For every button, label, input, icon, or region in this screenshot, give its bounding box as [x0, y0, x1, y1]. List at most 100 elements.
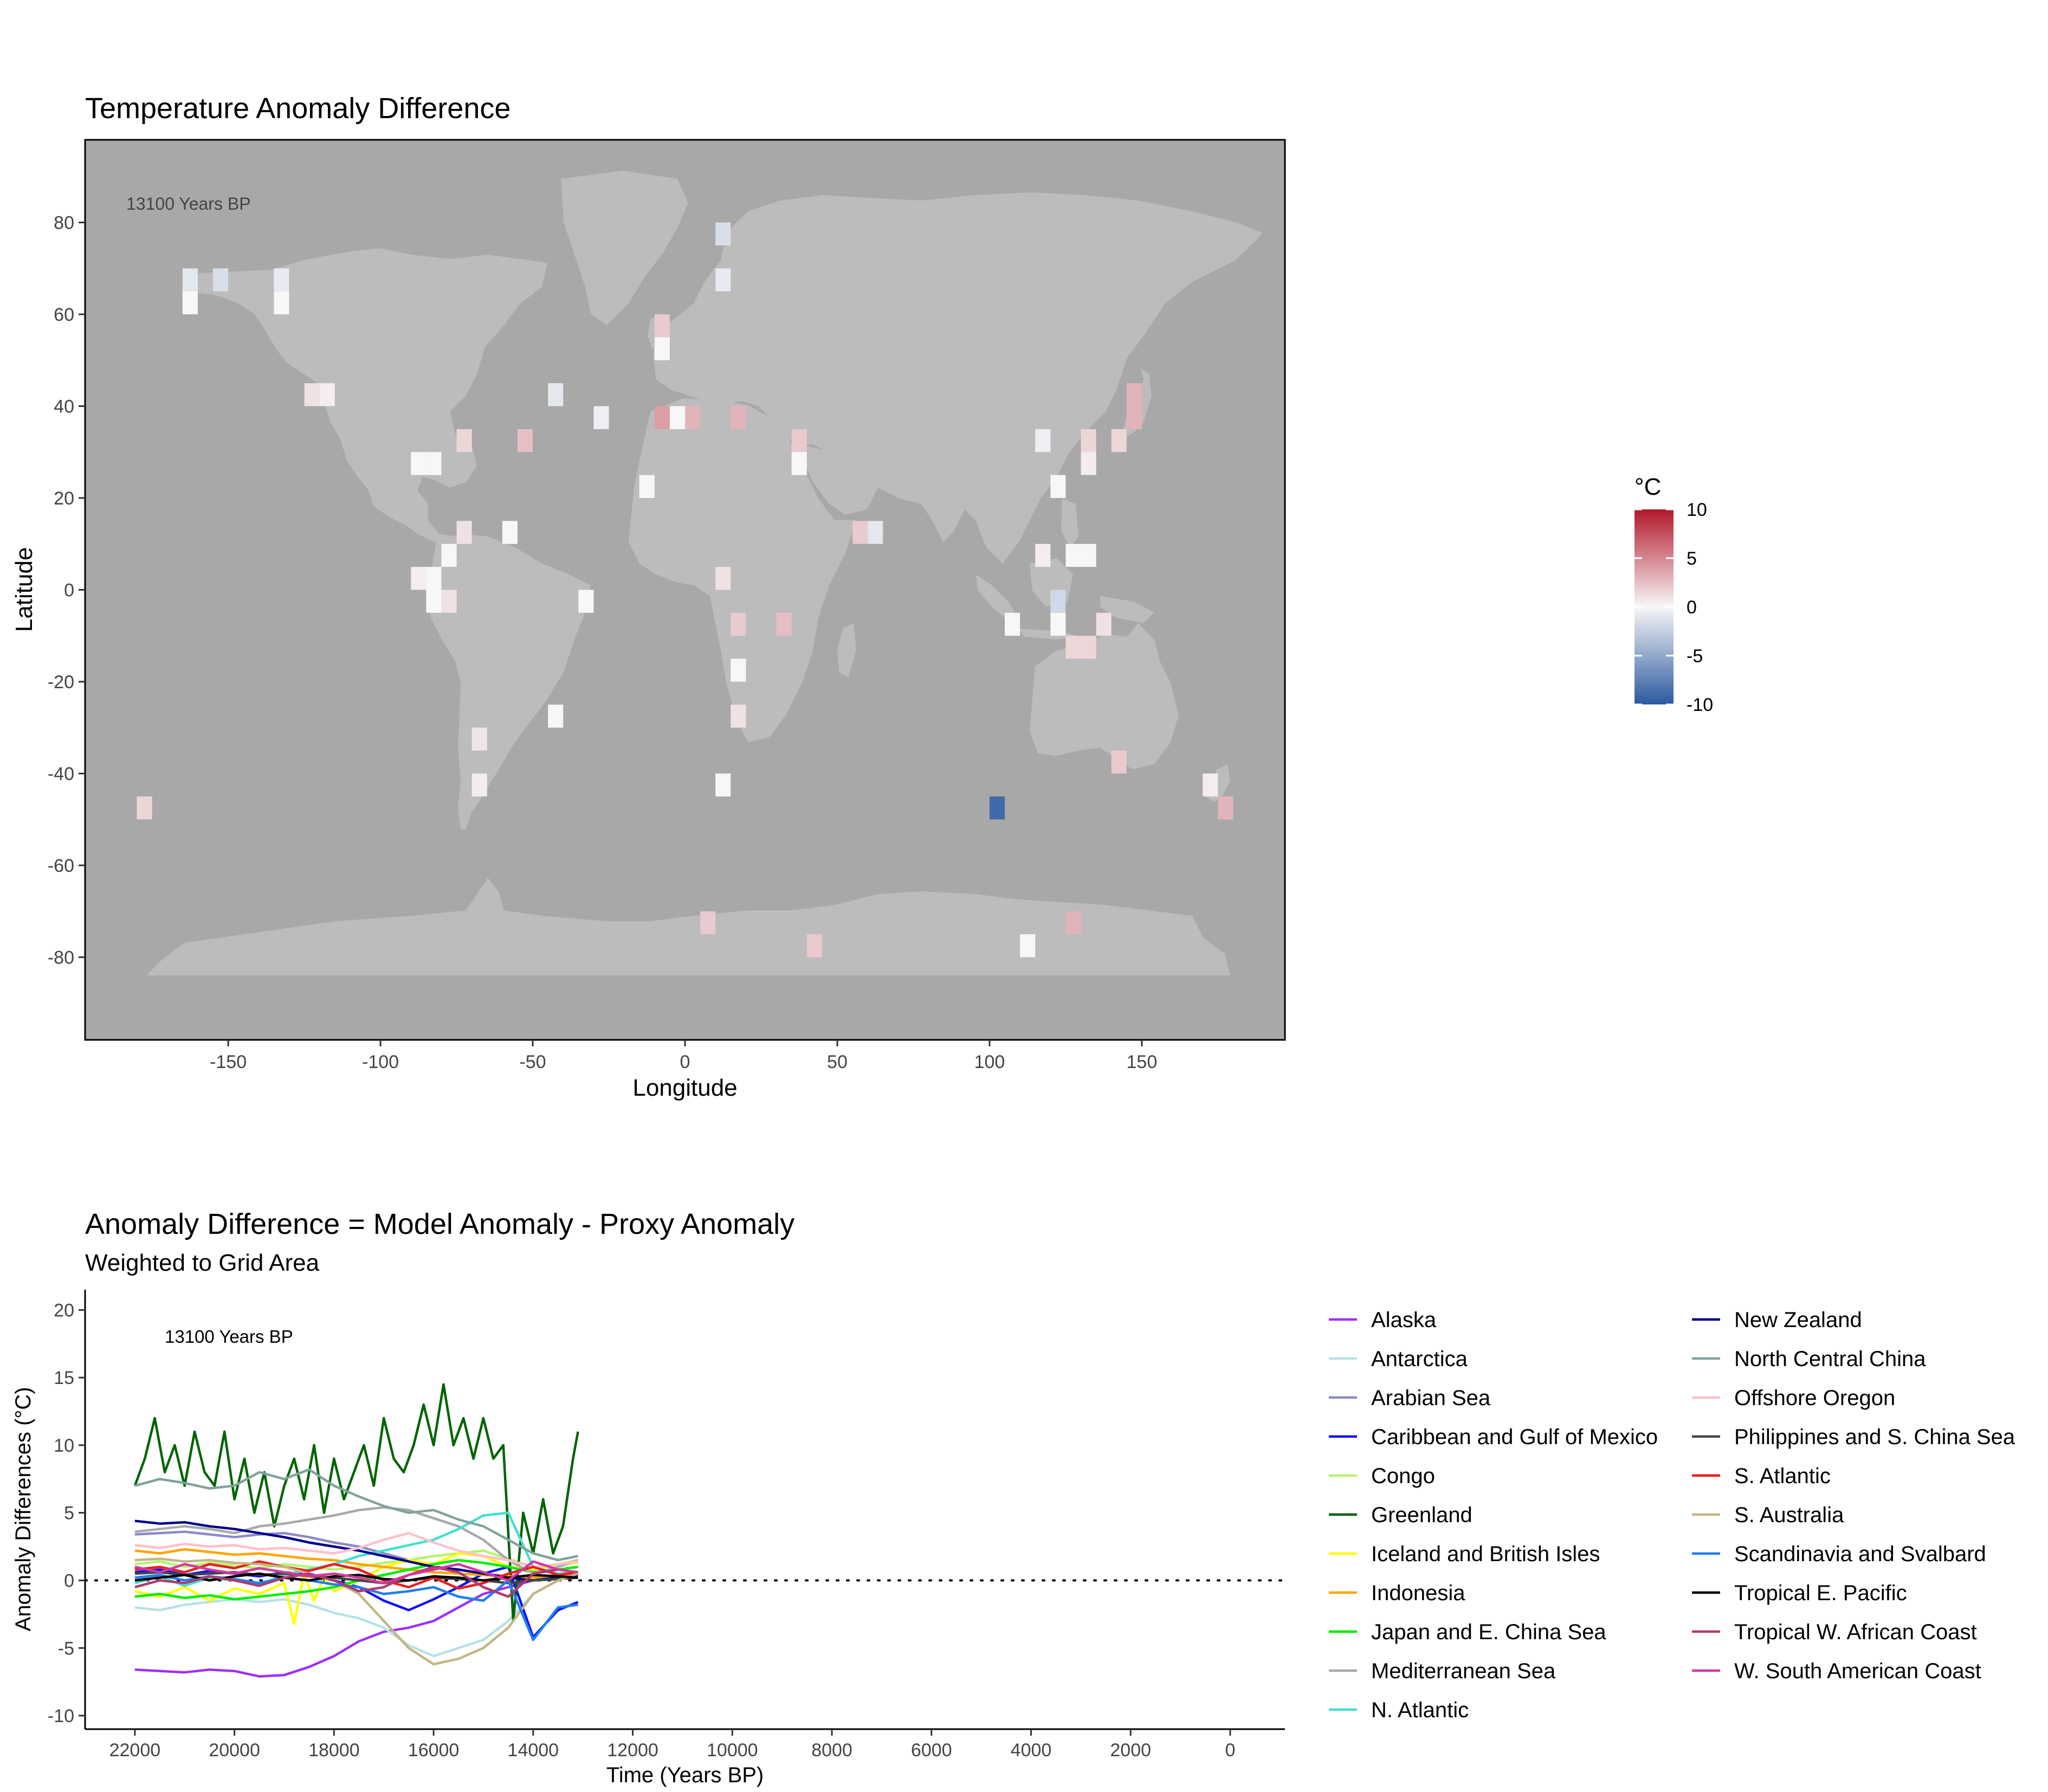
anomaly-cell [731, 612, 746, 636]
colorbar-tick-label: 10 [1687, 500, 1707, 520]
map-x-tick-label: -150 [210, 1052, 247, 1072]
colorbar-tick-label: -5 [1687, 646, 1703, 667]
line-x-tick-label: 20000 [209, 1740, 260, 1761]
map-y-tick-label: 0 [64, 580, 74, 601]
map-y-tick-label: 40 [54, 397, 74, 417]
legend-item: S. Australia [1692, 1503, 1844, 1527]
legend-item: Alaska [1329, 1308, 1437, 1332]
legend-label: Tropical E. Pacific [1734, 1581, 1907, 1605]
anomaly-cell [868, 521, 883, 544]
south-america-shape [428, 534, 591, 829]
map-x-tick-label: -50 [519, 1052, 546, 1072]
anomaly-cell [274, 291, 289, 315]
anomaly-cell [685, 406, 701, 429]
anomaly-cell [1111, 429, 1127, 452]
anomaly-cell [989, 796, 1005, 820]
line-y-tick-label: 5 [64, 1503, 74, 1524]
line-y-label: Anomaly Differences (°C) [11, 1387, 35, 1632]
anomaly-cell [548, 383, 564, 406]
anomaly-cell [1065, 544, 1081, 567]
colorbar-tick-label: 0 [1687, 597, 1697, 618]
anomaly-cell [654, 406, 670, 429]
legend-item: Indonesia [1329, 1581, 1465, 1605]
colorbar-legend: °C 10 5 0 -5 -10 [1634, 474, 1713, 715]
line-y-tick-label: -10 [48, 1706, 74, 1726]
anomaly-cell [1081, 429, 1096, 452]
legend-item: Iceland and British Isles [1329, 1542, 1600, 1566]
eurasia-shape [653, 192, 1263, 564]
legend-item: S. Atlantic [1692, 1464, 1831, 1488]
series-line-tropical-w-african-coast [134, 1565, 578, 1598]
anomaly-cell [1065, 911, 1081, 935]
series-line-antarctica [134, 1572, 579, 1658]
new-guinea-shape [1100, 596, 1154, 623]
legend-label: Antarctica [1371, 1347, 1468, 1371]
line-y-tick-label: -5 [58, 1638, 74, 1659]
legend-label: Congo [1371, 1464, 1435, 1488]
anomaly-cell [441, 544, 457, 567]
line-x-label: Time (Years BP) [606, 1763, 764, 1787]
anomaly-cell [1050, 612, 1066, 636]
legend-item: Japan and E. China Sea [1329, 1620, 1606, 1644]
legend-label: Philippines and S. China Sea [1734, 1425, 2015, 1449]
legend-label: Indonesia [1371, 1581, 1465, 1605]
series-lines [133, 1383, 579, 1678]
philippines-shape [1061, 499, 1078, 547]
anomaly-cell [1050, 590, 1066, 613]
anomaly-cell [1081, 636, 1096, 659]
anomaly-cell [639, 475, 655, 499]
line-x-tick-label: 0 [1225, 1740, 1235, 1761]
legend-item: Offshore Oregon [1692, 1386, 1895, 1410]
map-y-axis: -80 -60 -40 -20 0 20 40 60 80 [48, 213, 85, 968]
map-y-tick-label: -80 [48, 947, 74, 968]
greenland-shape [561, 171, 688, 325]
anomaly-cell [715, 222, 731, 245]
anomaly-cell [426, 452, 442, 475]
map-x-tick-label: -100 [362, 1052, 399, 1072]
colorbar-ticks: 10 5 0 -5 -10 [1634, 500, 1713, 715]
map-x-axis: -150 -100 -50 0 50 100 150 [210, 1040, 1157, 1072]
iceland-shape [612, 276, 637, 290]
anomaly-cell [548, 704, 564, 728]
line-y-tick-label: 20 [54, 1300, 74, 1321]
anomaly-cell [791, 429, 807, 452]
sumatra-shape [975, 574, 1019, 620]
legend-item: Tropical E. Pacific [1692, 1581, 1907, 1605]
anomaly-cell [426, 590, 442, 613]
legend-item: Mediterranean Sea [1329, 1659, 1556, 1683]
arabia-shape [797, 444, 878, 515]
anomaly-cell [456, 429, 472, 452]
anomaly-cell [182, 291, 198, 315]
legend-item: Scandinavia and Svalbard [1692, 1542, 1986, 1566]
map-x-label: Longitude [632, 1075, 737, 1101]
antarctica-shape [146, 878, 1230, 975]
line-x-tick-label: 4000 [1011, 1740, 1052, 1761]
line-x-tick-label: 18000 [308, 1740, 360, 1761]
anomaly-cell [441, 590, 457, 613]
anomaly-cell [1035, 544, 1051, 567]
legend-label: S. Australia [1734, 1503, 1844, 1527]
anomaly-cells [137, 222, 1233, 958]
anomaly-cell [1081, 544, 1096, 567]
anomaly-cell [1005, 612, 1020, 636]
line-y-tick-label: 10 [54, 1435, 74, 1456]
anomaly-cell [715, 567, 731, 590]
anomaly-cell [731, 658, 746, 682]
madagascar-shape [837, 623, 856, 677]
legend-item: Philippines and S. China Sea [1692, 1425, 2015, 1449]
legend-label: Greenland [1371, 1503, 1472, 1527]
map-x-tick-label: 100 [974, 1052, 1005, 1072]
anomaly-cell [593, 406, 609, 429]
legend-item: Congo [1329, 1464, 1435, 1488]
map-y-tick-label: 20 [54, 488, 74, 509]
anomaly-cell [304, 383, 320, 406]
line-x-tick-label: 2000 [1110, 1740, 1151, 1761]
colorbar-tick-label: 5 [1687, 548, 1697, 569]
map-panel: 13100 Years BP [84, 139, 1286, 1041]
legend-item: W. South American Coast [1692, 1659, 1981, 1683]
series-line-n-atlantic [134, 1511, 578, 1587]
legend-item: Antarctica [1329, 1347, 1468, 1371]
legend-label: Alaska [1371, 1308, 1437, 1332]
line-panel: 13100 Years BP [84, 1290, 1286, 1730]
anomaly-cell [806, 934, 822, 958]
